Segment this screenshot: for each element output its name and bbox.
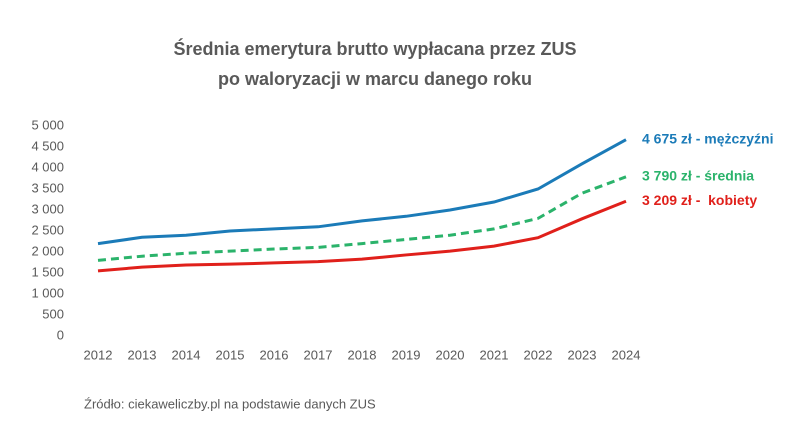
x-tick-label: 2012 [84,347,113,362]
chart-title: Średnia emerytura brutto wypłacana przez… [173,38,576,59]
y-tick-label: 500 [42,306,64,321]
x-tick-label: 2015 [216,347,245,362]
x-tick-label: 2019 [392,347,421,362]
x-tick-label: 2020 [436,347,465,362]
end-label: 4 675 zł - mężczyźni [642,130,774,146]
y-tick-label: 3 000 [31,201,64,216]
x-tick-label: 2016 [260,347,289,362]
x-tick-label: 2021 [480,347,509,362]
x-tick-label: 2013 [128,347,157,362]
series-line [97,175,627,262]
series-line [97,199,627,273]
source-note: Źródło: ciekaweliczby.pl na podstawie da… [84,396,376,411]
y-tick-label: 1 000 [31,285,64,300]
y-tick-label: 3 500 [31,180,64,195]
y-tick-label: 2 500 [31,222,64,237]
y-tick-label: 2 000 [31,243,64,258]
x-tick-label: 2014 [172,347,201,362]
chart-subtitle: po waloryzacji w marcu danego roku [218,69,532,89]
end-label: 3 209 zł - kobiety [642,192,757,208]
y-tick-label: 4 500 [31,138,64,153]
series-line [97,138,627,246]
y-tick-label: 1 500 [31,264,64,279]
x-tick-label: 2018 [348,347,377,362]
x-tick-label: 2024 [612,347,641,362]
x-tick-label: 2023 [568,347,597,362]
x-tick-label: 2022 [524,347,553,362]
x-tick-label: 2017 [304,347,333,362]
y-tick-label: 5 000 [31,117,64,132]
y-tick-label: 0 [57,327,64,342]
y-tick-label: 4 000 [31,159,64,174]
end-label: 3 790 zł - średnia [642,168,754,184]
